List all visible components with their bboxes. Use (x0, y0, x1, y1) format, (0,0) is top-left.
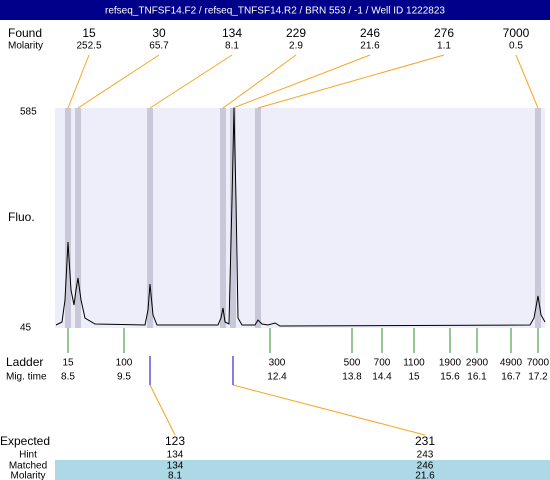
found-molarity: 1.1 (437, 41, 451, 52)
expected-molarity: 8.1 (168, 471, 182, 480)
ladder-size: 4900 (500, 358, 523, 369)
hint-label: Hint (19, 450, 37, 461)
found-size: 7000 (503, 26, 530, 40)
ladder-time: 16.7 (501, 372, 521, 383)
ladder-time: 17.2 (528, 372, 548, 383)
found-molarity: 2.9 (289, 41, 303, 52)
found-size: 30 (152, 26, 166, 40)
title: refseq_TNFSF14.F2 / refseq_TNFSF14.R2 / … (105, 6, 445, 17)
found-molarity: 0.5 (509, 41, 523, 52)
ladder-size: 700 (374, 358, 391, 369)
expected-molarity: 21.6 (415, 471, 435, 480)
ladder-time: 14.4 (372, 372, 392, 383)
title-bar (0, 0, 550, 20)
ladder-size: 7000 (527, 358, 550, 369)
ladder-size: 300 (269, 358, 286, 369)
expected-value: 123 (165, 434, 185, 448)
axis-label: Fluo. (8, 210, 35, 224)
ladder-time: 9.5 (117, 372, 131, 383)
matched-label: Matched (9, 461, 47, 472)
ladder-size: 1900 (439, 358, 462, 369)
ladder-ticks (67, 328, 539, 353)
expected-value: 231 (415, 434, 435, 448)
ladder-time: 13.8 (342, 372, 362, 383)
time-label: Mig. time (6, 372, 47, 383)
matched-band (55, 460, 550, 480)
found-label: Found (8, 26, 42, 40)
ladder-size: 500 (344, 358, 361, 369)
trace (55, 107, 546, 327)
ladder-time: 15.6 (440, 372, 460, 383)
found-size: 246 (360, 26, 380, 40)
matched-value: 134 (167, 461, 184, 472)
ladder-time: 16.1 (467, 372, 487, 383)
found-molarity: 65.7 (149, 41, 169, 52)
ladder-size: 100 (116, 358, 133, 369)
ladder-label: Ladder (6, 355, 43, 369)
ladder-time: 8.5 (61, 372, 75, 383)
ladder-time: 12.4 (267, 372, 287, 383)
expected-molarity-label: Molarity (10, 471, 45, 480)
found-size: 276 (434, 26, 454, 40)
hint-value: 243 (417, 450, 434, 461)
peak-bands (65, 108, 541, 328)
plot-area (55, 108, 545, 328)
found-size: 134 (222, 26, 242, 40)
ladder-size: 2900 (466, 358, 489, 369)
found-size: 229 (286, 26, 306, 40)
found-molarity: 21.6 (360, 41, 380, 52)
found-molarity: 8.1 (225, 41, 239, 52)
hint-value: 134 (167, 450, 184, 461)
ladder-size: 15 (62, 358, 74, 369)
expected-label: Expected (0, 434, 50, 448)
matched-ticks (149, 356, 234, 385)
ladder-size: 1100 (403, 358, 425, 369)
axis-bottom: 45 (20, 323, 32, 334)
molarity-label: Molarity (8, 41, 43, 52)
found-size: 15 (82, 26, 96, 40)
peak-leaders (67, 54, 539, 436)
found-molarity: 252.5 (76, 41, 101, 52)
matched-value: 246 (417, 461, 434, 472)
axis-top: 585 (20, 107, 37, 118)
ladder-time: 15 (408, 372, 420, 383)
